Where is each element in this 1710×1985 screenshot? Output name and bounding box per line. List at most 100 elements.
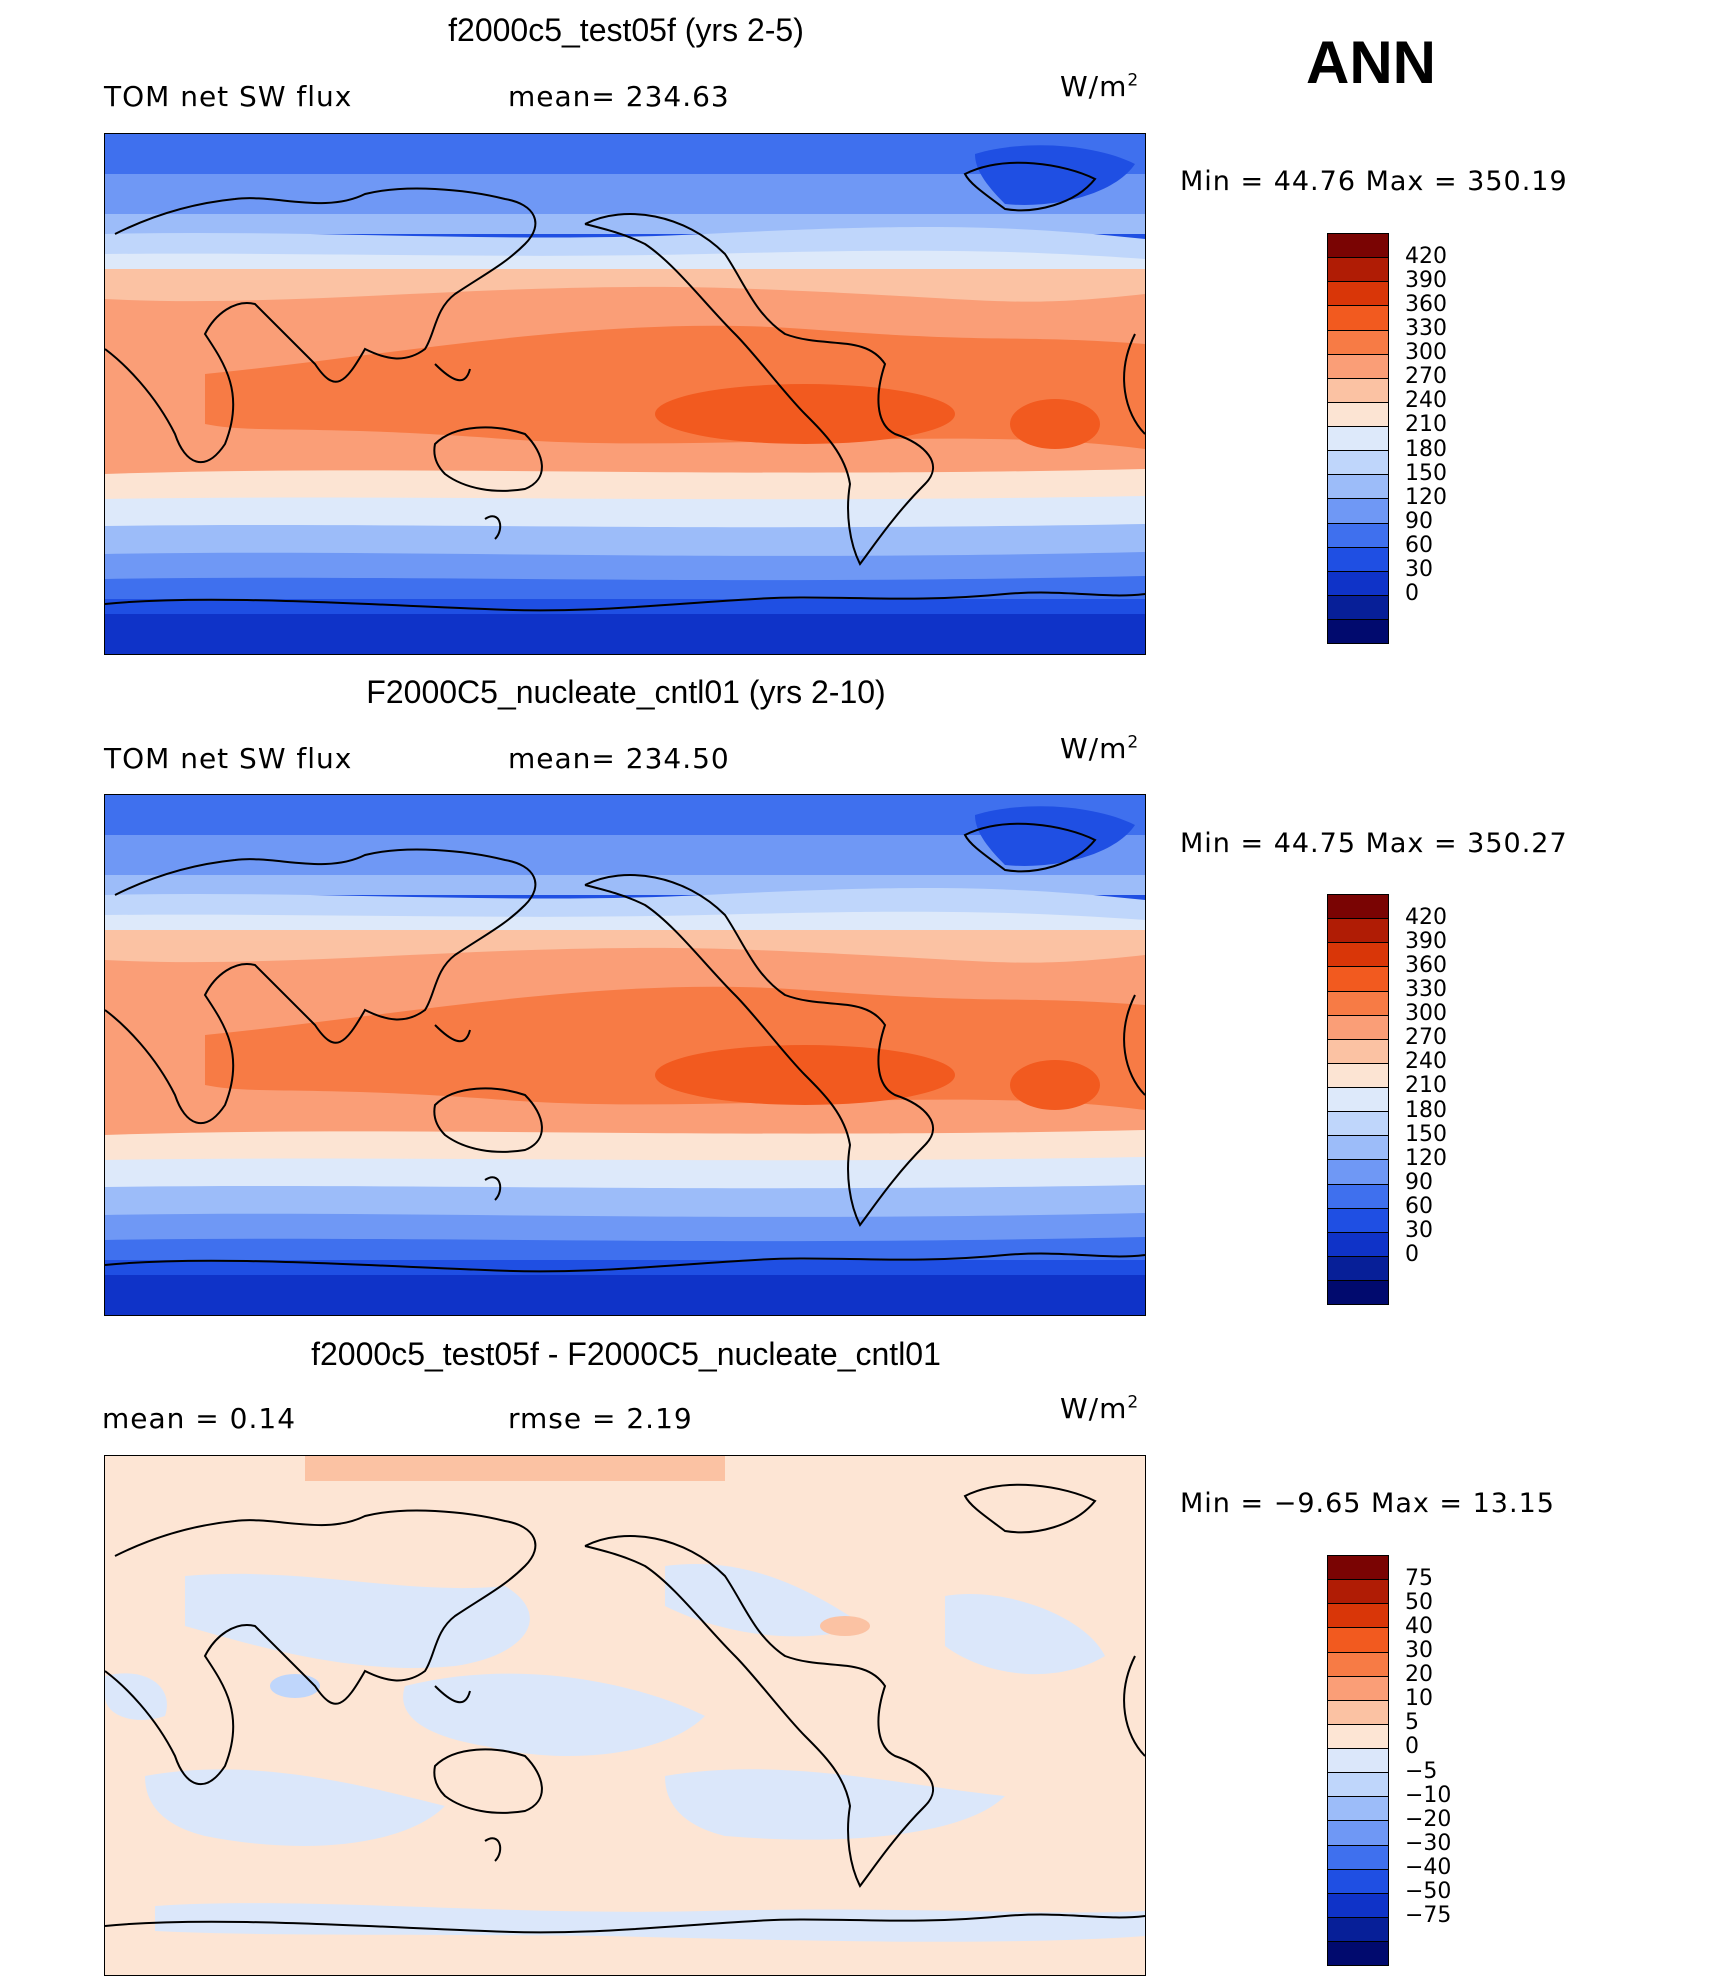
panel2-minmax: Min = 44.75 Max = 350.27 — [1180, 828, 1568, 859]
panel3-map — [104, 1455, 1146, 1976]
colorbar-swatch — [1328, 234, 1388, 259]
colorbar-tick-label: 360 — [1405, 292, 1447, 318]
panel1-flux-field — [105, 134, 1145, 654]
colorbar-tick-label: 120 — [1405, 1145, 1447, 1171]
panel3-difference-field — [105, 1456, 1145, 1975]
colorbar-swatch — [1328, 1628, 1388, 1653]
colorbar-swatch — [1328, 919, 1388, 944]
panel3-colorbar — [1327, 1555, 1389, 1966]
panel1-title: f2000c5_test05f (yrs 2-5) — [448, 12, 804, 48]
colorbar-tick-label: −50 — [1405, 1878, 1452, 1904]
colorbar-tick-label: 120 — [1405, 484, 1447, 510]
colorbar-tick-label: 420 — [1405, 244, 1447, 270]
colorbar-tick-label: 240 — [1405, 388, 1447, 414]
colorbar-swatch — [1328, 1604, 1388, 1629]
colorbar-tick-label: 330 — [1405, 316, 1447, 342]
colorbar-tick-label: 150 — [1405, 1121, 1447, 1147]
colorbar-swatch — [1328, 1652, 1388, 1677]
panel2-mean-label: mean= 234.50 — [508, 742, 730, 775]
colorbar-tick-label: 330 — [1405, 977, 1447, 1003]
colorbar-tick-label: −75 — [1405, 1902, 1452, 1928]
colorbar-tick-label: 20 — [1405, 1662, 1433, 1688]
colorbar-swatch — [1328, 1088, 1388, 1113]
colorbar-swatch — [1328, 475, 1388, 500]
colorbar-tick-label: 0 — [1405, 1241, 1419, 1267]
colorbar-swatch — [1328, 943, 1388, 968]
colorbar-swatch — [1328, 354, 1388, 379]
colorbar-swatch — [1328, 895, 1388, 920]
colorbar-swatch — [1328, 1893, 1388, 1918]
panel3-mean-label: mean = 0.14 — [102, 1402, 297, 1435]
colorbar-swatch — [1328, 306, 1388, 331]
colorbar-swatch — [1328, 1184, 1388, 1209]
colorbar-tick-label: 270 — [1405, 364, 1447, 390]
colorbar-tick-label: −10 — [1405, 1782, 1452, 1808]
panel2-map — [104, 794, 1146, 1316]
colorbar-tick-label: 30 — [1405, 556, 1433, 582]
panel2-colorbar — [1327, 894, 1389, 1305]
colorbar-swatch — [1328, 1160, 1388, 1185]
colorbar-tick-label: 180 — [1405, 436, 1447, 462]
colorbar-swatch — [1328, 1580, 1388, 1605]
colorbar-tick-label: 0 — [1405, 580, 1419, 606]
colorbar-tick-label: 300 — [1405, 1001, 1447, 1027]
colorbar-tick-label: 75 — [1405, 1566, 1433, 1592]
colorbar-tick-label: 5 — [1405, 1710, 1419, 1736]
season-label: ANN — [1306, 29, 1436, 96]
colorbar-tick-label: 40 — [1405, 1614, 1433, 1640]
colorbar-tick-label: −5 — [1405, 1758, 1438, 1784]
colorbar-tick-label: 180 — [1405, 1097, 1447, 1123]
colorbar-tick-label: 90 — [1405, 508, 1433, 534]
colorbar-tick-label: 30 — [1405, 1638, 1433, 1664]
colorbar-tick-label: 390 — [1405, 268, 1447, 294]
colorbar-tick-label: 60 — [1405, 1193, 1433, 1219]
panel1-map — [104, 133, 1146, 655]
colorbar-swatch — [1328, 571, 1388, 596]
colorbar-swatch — [1328, 1063, 1388, 1088]
colorbar-swatch — [1328, 499, 1388, 524]
colorbar-tick-label: 0 — [1405, 1734, 1419, 1760]
colorbar-swatch — [1328, 1256, 1388, 1281]
colorbar-swatch — [1328, 1749, 1388, 1774]
panel1-colorbar — [1327, 233, 1389, 644]
colorbar-swatch — [1328, 1281, 1388, 1305]
colorbar-swatch — [1328, 1676, 1388, 1701]
colorbar-swatch — [1328, 595, 1388, 620]
colorbar-swatch — [1328, 402, 1388, 427]
colorbar-swatch — [1328, 1208, 1388, 1233]
colorbar-tick-label: 300 — [1405, 340, 1447, 366]
panel1-minmax: Min = 44.76 Max = 350.19 — [1180, 166, 1568, 197]
colorbar-swatch — [1328, 1136, 1388, 1161]
colorbar-tick-label: −30 — [1405, 1830, 1452, 1856]
panel3-unit-label: W/m2 — [1060, 1392, 1140, 1425]
colorbar-swatch — [1328, 330, 1388, 355]
panel1-variable-label: TOM net SW flux — [104, 80, 353, 113]
colorbar-tick-label: 50 — [1405, 1590, 1433, 1616]
colorbar-swatch — [1328, 451, 1388, 476]
colorbar-swatch — [1328, 967, 1388, 992]
colorbar-tick-label: 210 — [1405, 412, 1447, 438]
colorbar-swatch — [1328, 1556, 1388, 1581]
colorbar-tick-label: 60 — [1405, 532, 1433, 558]
colorbar-swatch — [1328, 1039, 1388, 1064]
colorbar-tick-label: 90 — [1405, 1169, 1433, 1195]
colorbar-tick-label: 420 — [1405, 905, 1447, 931]
panel1-unit-label: W/m2 — [1060, 70, 1140, 103]
colorbar-tick-label: 210 — [1405, 1073, 1447, 1099]
colorbar-swatch — [1328, 1015, 1388, 1040]
panel2-title: F2000C5_nucleate_cntl01 (yrs 2-10) — [366, 674, 886, 710]
colorbar-swatch — [1328, 378, 1388, 403]
colorbar-swatch — [1328, 1700, 1388, 1725]
colorbar-swatch — [1328, 258, 1388, 283]
colorbar-swatch — [1328, 1773, 1388, 1798]
colorbar-swatch — [1328, 1797, 1388, 1822]
colorbar-tick-label: 10 — [1405, 1686, 1433, 1712]
colorbar-swatch — [1328, 1845, 1388, 1870]
colorbar-swatch — [1328, 1917, 1388, 1942]
colorbar-tick-label: 360 — [1405, 953, 1447, 979]
colorbar-swatch — [1328, 1724, 1388, 1749]
colorbar-swatch — [1328, 523, 1388, 548]
colorbar-swatch — [1328, 1869, 1388, 1894]
colorbar-tick-label: −20 — [1405, 1806, 1452, 1832]
colorbar-swatch — [1328, 991, 1388, 1016]
